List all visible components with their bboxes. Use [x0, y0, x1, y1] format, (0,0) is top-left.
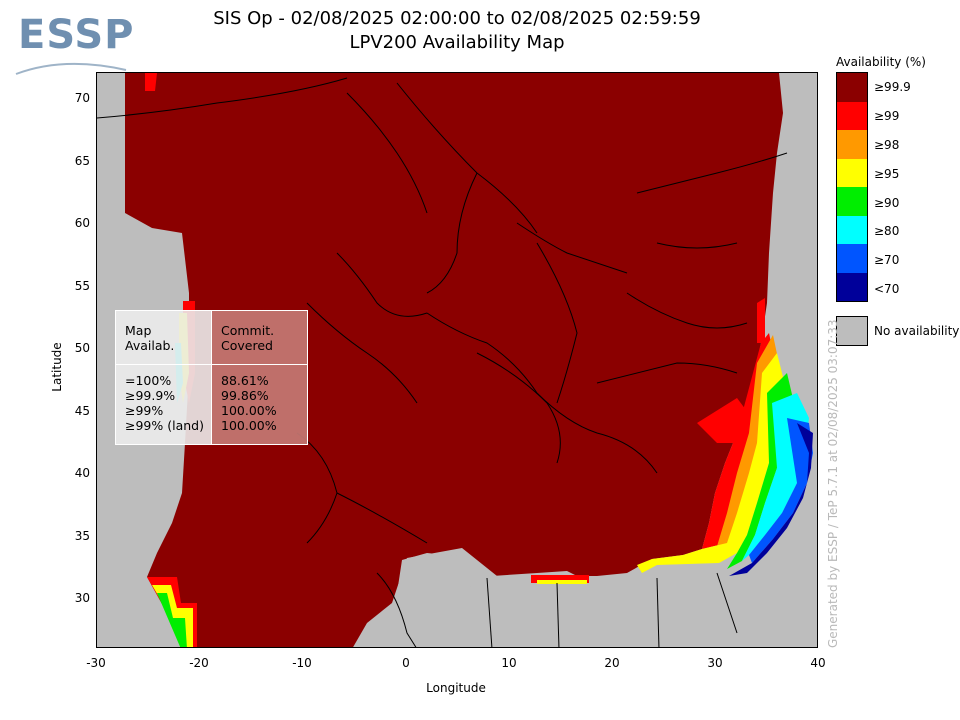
xtick-10: 10: [501, 656, 517, 670]
ytick-40: 40: [74, 466, 90, 480]
coverage-area: [125, 73, 783, 647]
stats-left-header-line2: Availab.: [125, 338, 175, 353]
stats-row-value: 88.61%: [221, 373, 269, 388]
map-canvas: [97, 73, 817, 647]
stats-right-header-line1: Commit.: [221, 323, 275, 338]
stats-box: Map Availab. =100% ≥99.9% ≥99% ≥99% (lan…: [115, 310, 308, 445]
stats-left-column: Map Availab. =100% ≥99.9% ≥99% ≥99% (lan…: [116, 311, 212, 444]
ytick-70: 70: [74, 91, 90, 105]
stats-row-value: 99.86%: [221, 388, 269, 403]
logo-text: ESSP: [18, 12, 135, 58]
xtick-40: 40: [810, 656, 826, 670]
legend-label: ≥99.9: [874, 80, 911, 94]
legend-swatch: [837, 272, 867, 301]
page-title: SIS Op - 02/08/2025 02:00:00 to 02/08/20…: [213, 8, 701, 29]
legend-label: ≥99: [874, 109, 900, 123]
page-subtitle: LPV200 Availability Map: [349, 32, 565, 53]
stats-row-value: 100.00%: [221, 403, 277, 418]
ytick-30: 30: [74, 591, 90, 605]
stats-right-header: Commit. Covered: [221, 323, 274, 353]
legend-title: Availability (%): [836, 55, 926, 69]
xtick-30: 30: [707, 656, 723, 670]
stats-left-header-line1: Map: [125, 323, 152, 338]
legend-color-scale: [836, 72, 868, 302]
xtick-0: 0: [402, 656, 410, 670]
legend-label: <70: [874, 282, 900, 296]
legend-label: ≥95: [874, 167, 900, 181]
essp-logo: ESSP: [14, 12, 134, 82]
stats-right-column: Commit. Covered 88.61% 99.86% 100.00% 10…: [212, 311, 307, 444]
stats-left-header: Map Availab.: [125, 323, 174, 353]
legend-label: ≥80: [874, 224, 900, 238]
stats-row-label: =100%: [125, 373, 172, 388]
xtick-neg30: -30: [86, 656, 106, 670]
legend-label: ≥70: [874, 253, 900, 267]
ytick-35: 35: [74, 529, 90, 543]
xtick-neg20: -20: [189, 656, 209, 670]
logo-swoosh-icon: [15, 62, 127, 75]
stats-row-label: ≥99%: [125, 403, 164, 418]
x-axis-label: Longitude: [426, 681, 486, 695]
legend-no-availability-label: No availability: [874, 324, 960, 338]
legend-swatch: [837, 244, 867, 273]
y-axis-label: Latitude: [50, 342, 64, 392]
availability-map[interactable]: [96, 72, 818, 648]
ytick-45: 45: [74, 404, 90, 418]
stats-row-value: 100.00%: [221, 418, 277, 433]
xtick-20: 20: [604, 656, 620, 670]
ytick-60: 60: [74, 216, 90, 230]
legend-swatch: [837, 101, 867, 130]
legend-swatch: [837, 130, 867, 159]
stats-row-label: ≥99% (land): [125, 418, 204, 433]
legend-swatch: [837, 158, 867, 187]
generated-credit: Generated by ESSP / TeP 5.7.1 at 02/08/2…: [826, 319, 840, 648]
ytick-65: 65: [74, 154, 90, 168]
xtick-neg10: -10: [292, 656, 312, 670]
legend-swatch: [837, 187, 867, 216]
ytick-50: 50: [74, 341, 90, 355]
legend-no-availability-swatch: [836, 316, 868, 346]
stats-right-header-line2: Covered: [221, 338, 273, 353]
legend-label: ≥98: [874, 138, 900, 152]
stats-row-label: ≥99.9%: [125, 388, 176, 403]
legend-swatch: [837, 73, 867, 102]
legend-swatch: [837, 215, 867, 244]
ytick-55: 55: [74, 279, 90, 293]
legend-label: ≥90: [874, 196, 900, 210]
